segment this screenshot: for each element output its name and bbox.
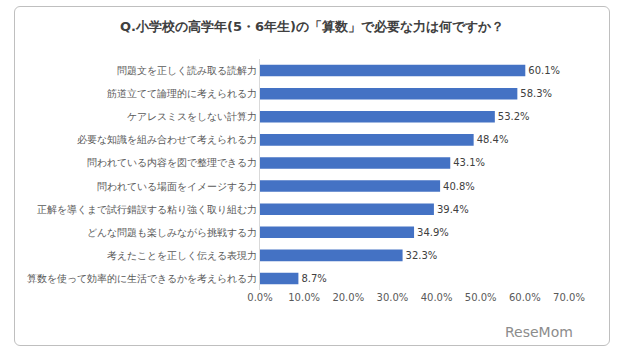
svg-text:10.0%: 10.0% — [288, 292, 320, 303]
svg-text:50.0%: 50.0% — [465, 292, 497, 303]
svg-text:ReseMom: ReseMom — [505, 324, 573, 340]
svg-text:Q.小学校の高学年(5・6年生)の「算数」で必要な力は何です: Q.小学校の高学年(5・6年生)の「算数」で必要な力は何ですか？ — [120, 19, 504, 34]
svg-text:43.1%: 43.1% — [453, 157, 485, 168]
svg-text:32.3%: 32.3% — [406, 250, 438, 261]
svg-text:正解を導くまで試行錯誤する粘り強く取り組む力: 正解を導くまで試行錯誤する粘り強く取り組む力 — [37, 204, 257, 215]
svg-text:39.4%: 39.4% — [437, 204, 469, 215]
svg-text:0.0%: 0.0% — [247, 292, 272, 303]
svg-text:30.0%: 30.0% — [377, 292, 409, 303]
svg-text:60.0%: 60.0% — [509, 292, 541, 303]
svg-text:40.0%: 40.0% — [421, 292, 453, 303]
svg-text:60.1%: 60.1% — [528, 65, 560, 76]
svg-text:70.0%: 70.0% — [553, 292, 585, 303]
svg-text:ケアレスミスをしない計算力: ケアレスミスをしない計算力 — [127, 111, 257, 122]
svg-text:48.4%: 48.4% — [477, 134, 509, 145]
svg-text:筋道立てて論理的に考えられる力: 筋道立てて論理的に考えられる力 — [107, 88, 257, 99]
svg-text:20.0%: 20.0% — [332, 292, 364, 303]
svg-text:34.9%: 34.9% — [417, 227, 449, 238]
svg-text:8.7%: 8.7% — [301, 273, 326, 284]
svg-text:問われている内容を図で整理できる力: 問われている内容を図で整理できる力 — [87, 157, 257, 168]
svg-text:必要な知識を組み合わせて考えられる力: 必要な知識を組み合わせて考えられる力 — [77, 134, 257, 145]
svg-text:どんな問題も楽しみながら挑戦する力: どんな問題も楽しみながら挑戦する力 — [87, 227, 257, 238]
svg-text:考えたことを正しく伝える表現力: 考えたことを正しく伝える表現力 — [107, 250, 257, 261]
svg-text:53.2%: 53.2% — [498, 111, 530, 122]
svg-text:算数を使って効率的に生活できるかを考えられる力: 算数を使って効率的に生活できるかを考えられる力 — [27, 273, 257, 284]
svg-text:問われている場面をイメージする力: 問われている場面をイメージする力 — [97, 181, 257, 192]
svg-text:40.8%: 40.8% — [443, 181, 475, 192]
svg-text:問題文を正しく読み取る読解力: 問題文を正しく読み取る読解力 — [117, 65, 257, 76]
svg-text:58.3%: 58.3% — [520, 88, 552, 99]
